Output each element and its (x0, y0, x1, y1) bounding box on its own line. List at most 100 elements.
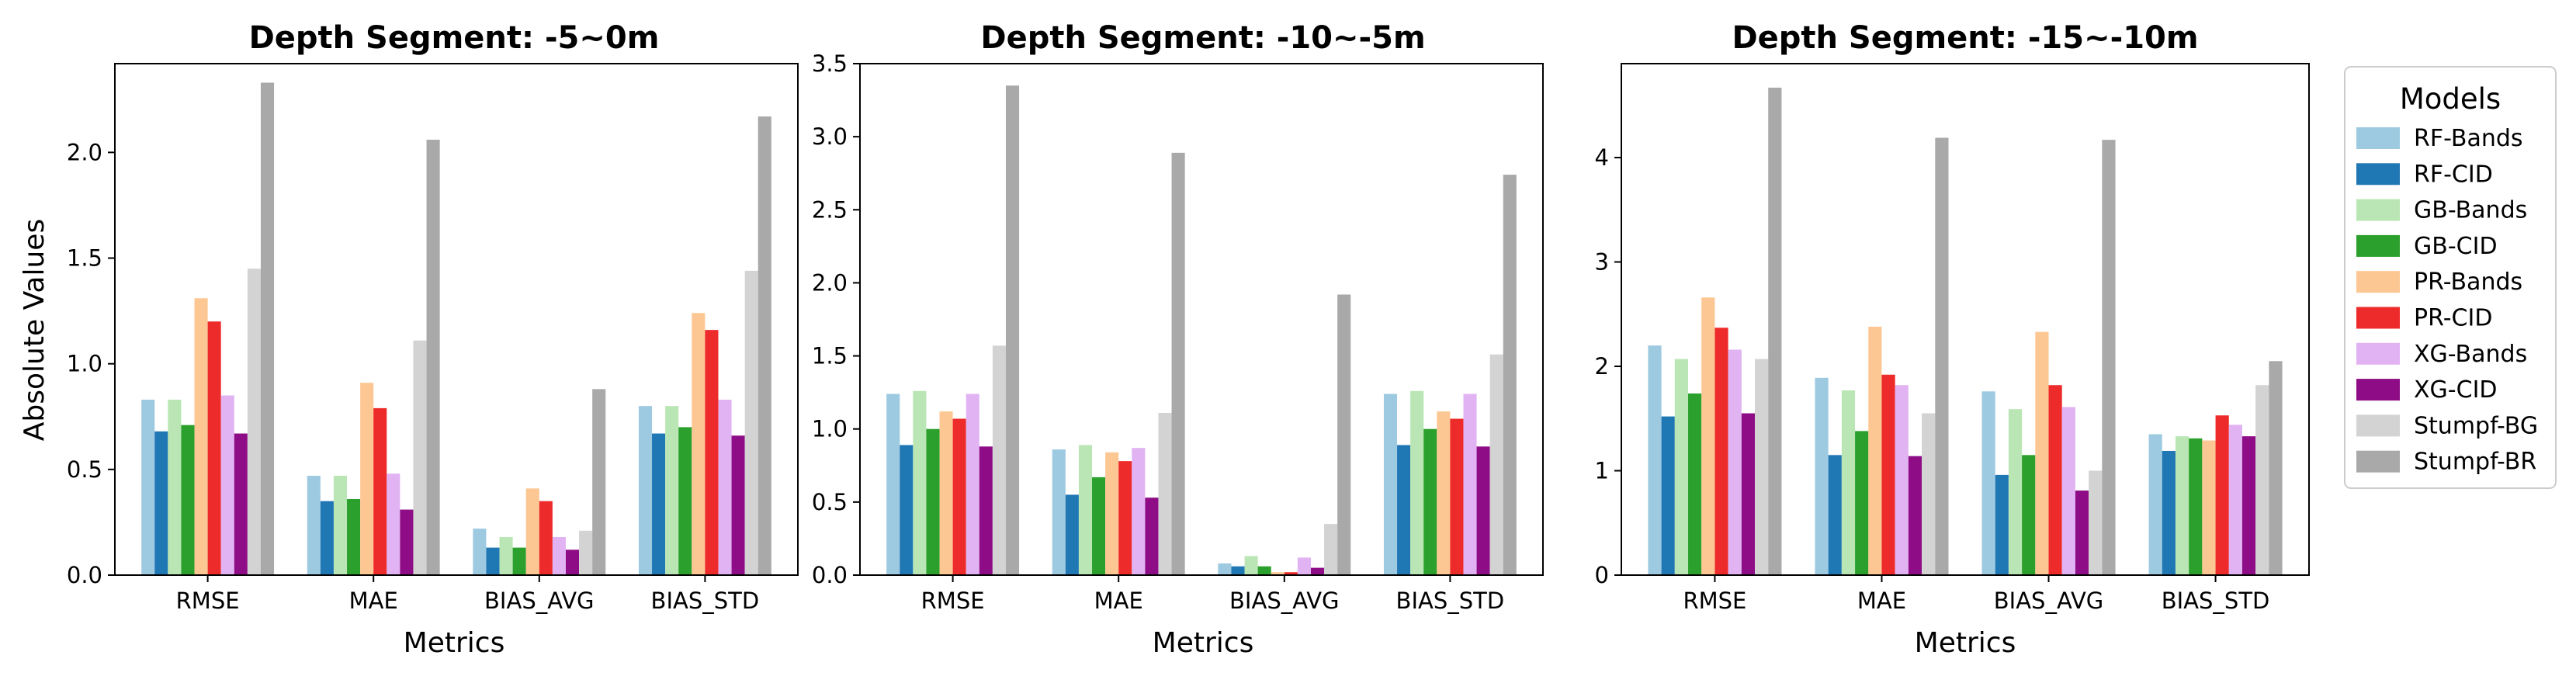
bar-xg-bands-rmse (966, 393, 979, 575)
bar-xg-cid-rmse (1741, 413, 1756, 575)
bar-xg-cid-rmse (979, 446, 993, 575)
bar-pr-cid-bias-avg (2048, 385, 2062, 575)
legend-swatch-stumpf-br (2356, 450, 2400, 473)
bar-stumpf-bg-bias-avg (579, 530, 593, 575)
bar-xg-cid-bias-avg (565, 549, 580, 575)
x-tick-label-mae: MAE (349, 588, 398, 614)
legend-items: RF-Bands RF-CID GB-Bands GB-CID PR-Bands PR-C… (2356, 125, 2538, 476)
legend-swatch-gb-bands (2356, 199, 2400, 221)
bar-rf-cid-bias-avg (1995, 474, 2009, 575)
legend-swatch-xg-cid (2356, 379, 2400, 401)
bar-stumpf-br-bias-avg (592, 389, 606, 575)
bar-gb-bands-bias-std (2175, 436, 2189, 575)
y-tick-label: 3.5 (812, 50, 848, 77)
bar-rf-cid-bias-avg (1231, 566, 1245, 575)
x-tick-label-rmse: RMSE (921, 588, 985, 614)
bar-stumpf-br-bias-avg (2102, 140, 2116, 575)
bar-pr-cid-bias-avg (1284, 572, 1298, 575)
y-tick-label: 3.0 (812, 123, 848, 150)
bar-gb-cid-bias-std (1423, 428, 1437, 575)
y-tick-label: 1.5 (812, 343, 848, 369)
bar-stumpf-bg-mae (413, 340, 427, 575)
x-tick-label-bias-avg: BIAS_AVG (1994, 588, 2104, 614)
bar-stumpf-bg-rmse (247, 269, 261, 575)
bar-pr-cid-bias-avg (539, 501, 553, 575)
chart-title: Depth Segment: -10~-5m (980, 20, 1425, 56)
bar-rf-bands-rmse (886, 393, 900, 575)
bar-gb-bands-bias-avg (2008, 409, 2023, 575)
chart-title: Depth Segment: -5~0m (249, 20, 660, 56)
bar-pr-cid-bias-std (1450, 418, 1464, 575)
legend-swatch-gb-cid (2356, 234, 2400, 257)
bar-rf-bands-mae (307, 476, 321, 575)
bar-gb-bands-rmse (1674, 359, 1689, 575)
y-tick-label: 0.0 (812, 562, 848, 588)
x-axis-label: Metrics (404, 627, 505, 659)
y-axis-ticks: 0 1 2 3 4 (1595, 144, 1621, 588)
bar-pr-bands-mae (1868, 326, 1882, 575)
legend-swatch-rf-bands (2356, 127, 2400, 149)
bar-xg-cid-mae (1908, 456, 1922, 575)
bar-xg-cid-bias-std (1476, 446, 1490, 575)
bar-rf-cid-bias-avg (486, 547, 500, 575)
bar-stumpf-br-rmse (260, 82, 275, 575)
bar-gb-bands-bias-avg (1244, 556, 1258, 575)
bar-gb-cid-rmse (1688, 393, 1702, 575)
bar-gb-cid-mae (1092, 477, 1106, 575)
bar-stumpf-br-rmse (1768, 87, 1782, 576)
bar-gb-cid-mae (1855, 431, 1869, 575)
legend: Models RF-Bands RF-CID GB-Bands GB-CID PR-Ba… (2344, 66, 2557, 489)
bar-gb-bands-mae (1841, 390, 1856, 575)
bar-xg-cid-mae (400, 509, 414, 575)
bar-stumpf-bg-bias-avg (2089, 470, 2103, 575)
y-tick-label: 2.0 (812, 269, 848, 296)
y-tick-label: 1.0 (67, 351, 102, 377)
y-tick-label: 2.0 (67, 139, 102, 165)
bar-pr-cid-bias-std (2215, 415, 2229, 575)
chart-title: Depth Segment: -15~-10m (1732, 20, 2198, 56)
y-tick-label: 1.5 (67, 245, 102, 272)
bar-pr-bands-bias-avg (1271, 572, 1285, 575)
legend-label-rf-bands: RF-Bands (2414, 125, 2523, 152)
bar-pr-bands-bias-std (692, 313, 706, 575)
legend-label-xg-cid: XG-CID (2414, 376, 2498, 404)
y-tick-label: 0.0 (67, 562, 102, 588)
bar-rf-cid-bias-std (652, 433, 666, 575)
x-axis-label: Metrics (1153, 627, 1254, 659)
legend-label-stumpf-br: Stumpf-BR (2414, 449, 2536, 476)
bar-stumpf-br-mae (1171, 152, 1185, 576)
x-tick-label-bias-avg: BIAS_AVG (484, 588, 595, 614)
bar-stumpf-br-bias-std (758, 116, 771, 575)
bar-rf-cid-mae (1828, 455, 1842, 575)
x-axis-ticks: RMSE MAE BIAS_AVG BIAS_STD (1683, 575, 2269, 614)
y-tick-label: 2.5 (812, 196, 848, 223)
bar-rf-bands-rmse (141, 399, 155, 575)
bar-pr-bands-mae (1105, 452, 1119, 575)
bar-stumpf-bg-rmse (1755, 359, 1769, 575)
chart-panel-depth-10-15: Depth Segment: -15~-10m 0 1 2 3 4 RMSE MAE BIA… (1595, 20, 2310, 659)
bar-xg-bands-bias-std (1463, 393, 1477, 575)
bar-pr-bands-rmse (1701, 297, 1715, 575)
bar-pr-bands-rmse (194, 298, 208, 575)
bar-pr-cid-rmse (207, 321, 221, 575)
y-axis-ticks: 0.0 0.5 1.0 1.5 2.0 2.5 3.0 3.5 (812, 50, 860, 588)
x-tick-label-mae: MAE (1857, 588, 1906, 614)
x-axis-label: Metrics (1915, 627, 2016, 659)
bar-xg-bands-rmse (1728, 349, 1742, 575)
bar-stumpf-br-bias-std (1503, 175, 1517, 576)
bar-pr-bands-mae (360, 383, 374, 575)
bar-gb-cid-bias-avg (512, 547, 526, 575)
bar-pr-bands-bias-avg (2035, 331, 2049, 575)
bar-pr-bands-rmse (939, 411, 953, 575)
bar-gb-cid-mae (347, 498, 361, 575)
bar-pr-cid-rmse (1714, 328, 1728, 575)
y-tick-label: 1 (1595, 458, 1609, 484)
bar-gb-bands-mae (1078, 445, 1093, 575)
bar-gb-bands-rmse (168, 399, 182, 575)
bar-rf-cid-rmse (154, 431, 168, 575)
bar-xg-cid-rmse (234, 433, 248, 575)
legend-label-gb-cid: GB-CID (2414, 233, 2498, 260)
bar-xg-bands-bias-std (718, 399, 732, 575)
legend-label-rf-cid: RF-CID (2414, 161, 2493, 188)
